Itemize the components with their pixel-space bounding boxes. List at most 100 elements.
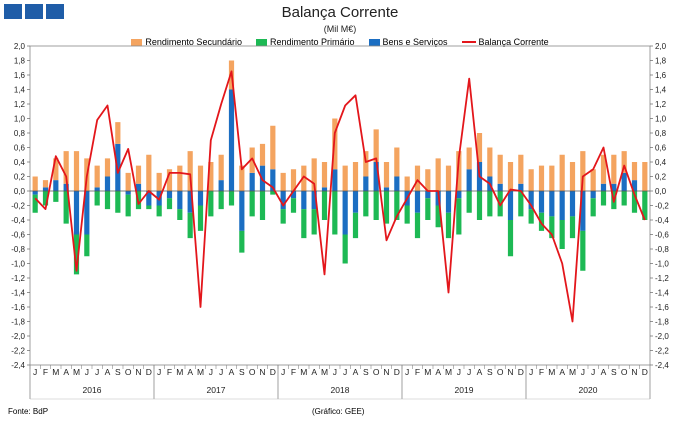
bar-secundario bbox=[507, 162, 514, 191]
x-year-label: 2016 bbox=[83, 385, 102, 395]
bar-primario bbox=[228, 191, 235, 206]
bar-bens bbox=[383, 187, 390, 191]
x-year-label: 2018 bbox=[331, 385, 350, 395]
y-tick-label-right: 1,6 bbox=[655, 71, 667, 80]
x-month-label: M bbox=[548, 367, 555, 377]
x-month-label: M bbox=[321, 367, 328, 377]
bar-bens bbox=[559, 191, 565, 220]
bar-bens bbox=[228, 89, 235, 191]
bar-bens bbox=[528, 191, 534, 210]
legend-item-primario: Rendimento Primário bbox=[255, 37, 355, 47]
bar-bens bbox=[352, 191, 359, 213]
bar-secundario bbox=[239, 165, 245, 191]
bar-bens bbox=[84, 191, 90, 235]
x-month-label: O bbox=[373, 367, 380, 377]
y-tick-label-left: 1,6 bbox=[14, 71, 26, 80]
bar-bens bbox=[104, 176, 111, 191]
x-year-label: 2017 bbox=[207, 385, 226, 395]
x-month-label: J bbox=[405, 367, 409, 377]
y-tick-label-left: -1,6 bbox=[11, 303, 25, 312]
y-tick-label-right: -2,2 bbox=[655, 347, 669, 356]
x-month-label: A bbox=[229, 367, 235, 377]
y-tick-label-right: -0,8 bbox=[655, 245, 669, 254]
x-month-label: M bbox=[569, 367, 576, 377]
x-year-label: 2019 bbox=[455, 385, 474, 395]
x-month-label: N bbox=[259, 367, 265, 377]
bar-bens bbox=[42, 187, 49, 191]
x-month-label: F bbox=[291, 367, 296, 377]
x-month-label: A bbox=[601, 367, 607, 377]
bar-secundario bbox=[642, 162, 648, 191]
plot-frame bbox=[29, 45, 651, 366]
bar-secundario bbox=[569, 162, 576, 191]
bar-bens bbox=[394, 176, 400, 191]
bar-primario bbox=[352, 212, 359, 239]
bar-bens bbox=[414, 191, 421, 213]
y-tick-label-left: 0,6 bbox=[14, 144, 26, 153]
bar-bens bbox=[342, 191, 348, 235]
bar-secundario bbox=[104, 158, 111, 177]
source-note: Fonte: BdP bbox=[8, 407, 49, 416]
bar-bens bbox=[363, 176, 369, 191]
x-month-label: M bbox=[197, 367, 204, 377]
bar-secundario bbox=[146, 154, 152, 191]
bar-primario bbox=[466, 191, 472, 213]
bar-bens bbox=[549, 191, 555, 217]
bar-primario bbox=[187, 212, 193, 239]
bar-bens bbox=[466, 169, 472, 191]
bar-primario bbox=[373, 191, 379, 220]
bar-bens bbox=[197, 191, 204, 206]
x-month-label: A bbox=[187, 367, 193, 377]
y-tick-label-right: -1,4 bbox=[655, 289, 669, 298]
credit-note: (Gráfico: GEE) bbox=[312, 407, 365, 416]
x-month-label: A bbox=[353, 367, 359, 377]
x-month-label: J bbox=[95, 367, 99, 377]
chart-title: Balança Corrente bbox=[281, 4, 399, 21]
y-tick-label-right: -1,2 bbox=[655, 274, 669, 283]
x-month-label: J bbox=[457, 367, 461, 377]
x-month-label: F bbox=[43, 367, 48, 377]
y-tick-label-left: -0,6 bbox=[11, 231, 25, 240]
bar-secundario bbox=[63, 151, 69, 184]
bar-secundario bbox=[487, 147, 493, 177]
bar-primario bbox=[259, 191, 266, 220]
y-tick-label-left: -2,2 bbox=[11, 347, 25, 356]
x-month-label: F bbox=[539, 367, 544, 377]
bar-primario bbox=[73, 234, 80, 275]
x-month-label: S bbox=[363, 367, 369, 377]
line-balanca-corrente bbox=[34, 70, 646, 323]
bar-bens bbox=[456, 191, 462, 199]
gee-logo bbox=[4, 4, 64, 19]
y-tick-label-left: 1,4 bbox=[14, 86, 26, 95]
x-month-label: D bbox=[270, 367, 276, 377]
bar-primario bbox=[569, 216, 576, 239]
x-month-label: J bbox=[33, 367, 37, 377]
legend-label: Balança Corrente bbox=[478, 37, 549, 47]
bar-primario bbox=[590, 198, 596, 217]
bar-primario bbox=[487, 191, 493, 217]
bar-secundario bbox=[466, 147, 472, 170]
bar-bens bbox=[239, 191, 245, 231]
bar-secundario bbox=[611, 154, 617, 184]
y-tick-label-right: -0,6 bbox=[655, 231, 669, 240]
bar-primario bbox=[456, 198, 462, 235]
bar-secundario bbox=[115, 122, 121, 144]
bar-bens bbox=[73, 191, 80, 235]
y-tick-label-right: 0,0 bbox=[655, 187, 667, 196]
chart-legend: Rendimento Secundário Rendimento Primári… bbox=[0, 37, 680, 47]
x-month-label: J bbox=[209, 367, 213, 377]
bar-primario bbox=[342, 234, 348, 264]
bar-secundario bbox=[32, 176, 38, 191]
y-tick-label-right: -2,4 bbox=[655, 361, 669, 370]
bar-primario bbox=[42, 191, 49, 206]
y-tick-label-right: 0,6 bbox=[655, 144, 667, 153]
x-month-label: M bbox=[52, 367, 59, 377]
bar-bens bbox=[631, 180, 638, 191]
bar-secundario bbox=[321, 162, 328, 188]
y-tick-label-left: 0,0 bbox=[14, 187, 26, 196]
x-month-label: J bbox=[343, 367, 347, 377]
y-tick-label-right: 0,8 bbox=[655, 129, 667, 138]
x-month-label: S bbox=[115, 367, 121, 377]
x-month-label: F bbox=[167, 367, 172, 377]
bar-primario bbox=[600, 191, 607, 206]
